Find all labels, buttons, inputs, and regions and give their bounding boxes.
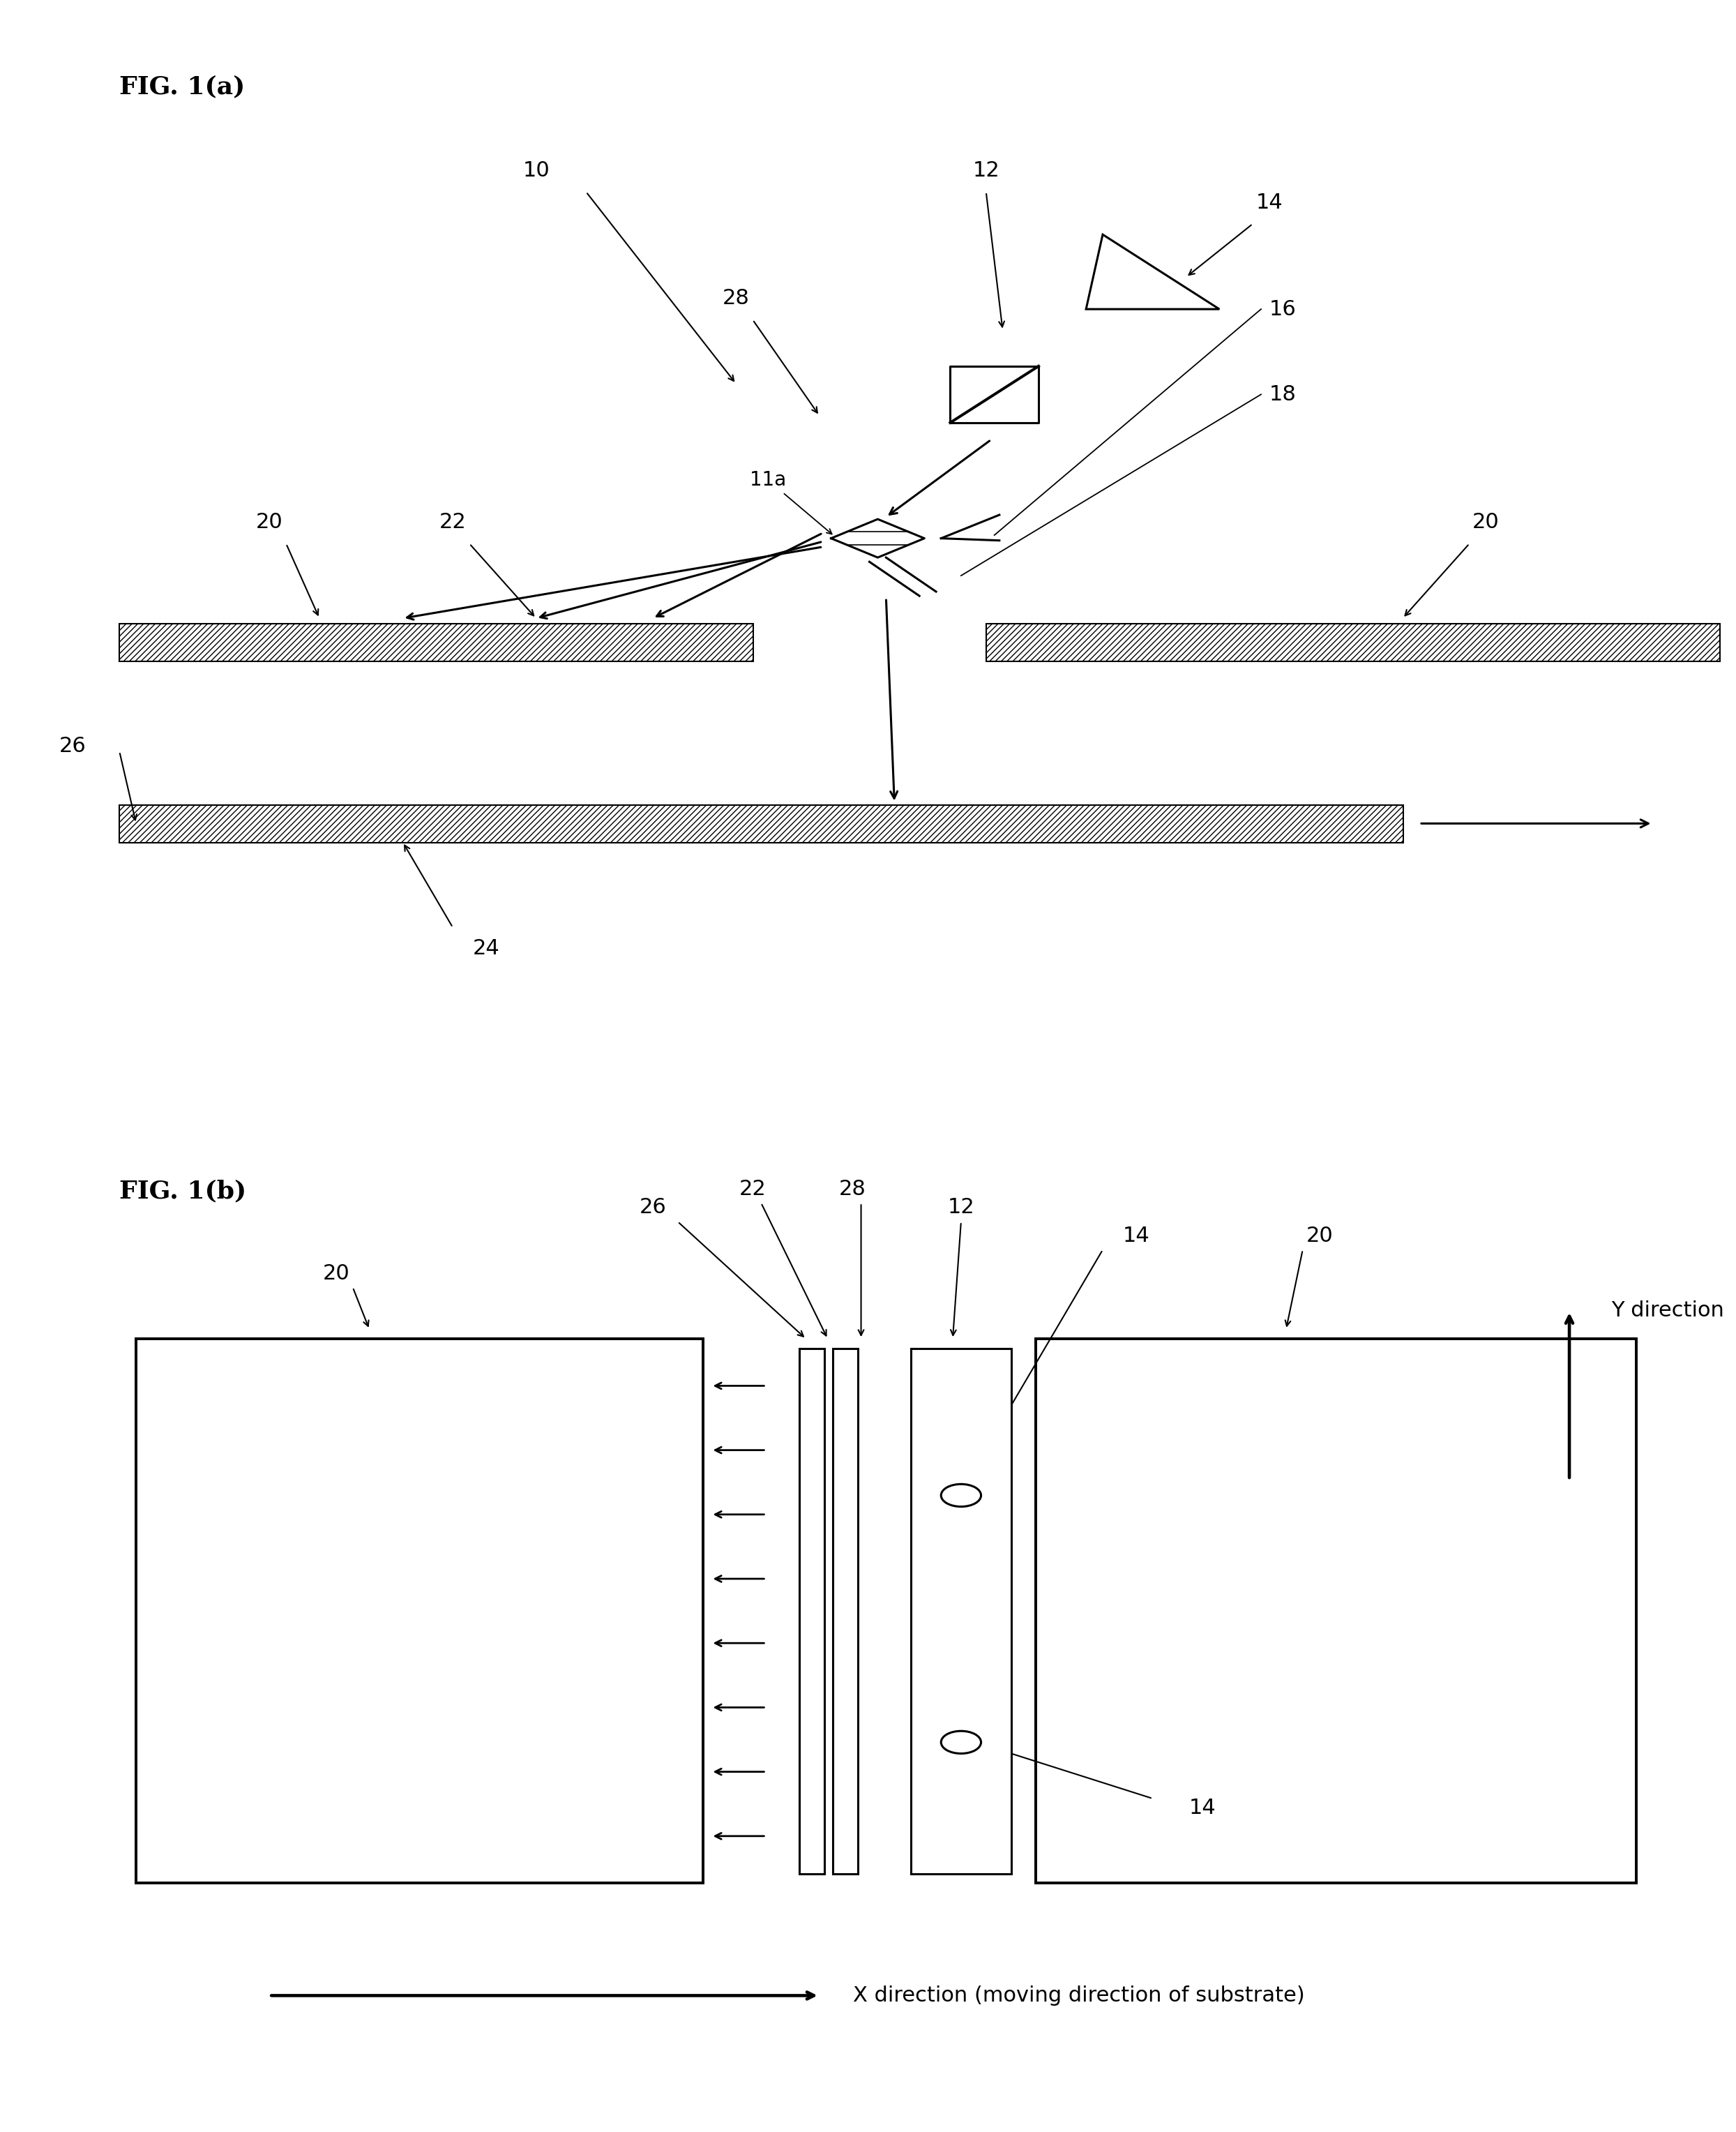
Text: 18: 18: [1269, 384, 1297, 405]
Bar: [120, 623, 753, 661]
Text: 26: 26: [59, 736, 87, 757]
Text: 16: 16: [1269, 298, 1297, 320]
Bar: [833, 1347, 858, 1874]
Bar: [986, 623, 1719, 661]
Bar: [120, 804, 1403, 842]
Text: 20: 20: [1305, 1226, 1333, 1245]
Text: 14: 14: [1189, 1797, 1217, 1819]
Bar: [799, 1347, 825, 1874]
Text: 20: 20: [255, 512, 283, 533]
Text: 22: 22: [439, 512, 467, 533]
Text: 14: 14: [1255, 192, 1283, 213]
Text: 12: 12: [948, 1198, 974, 1217]
Text: 22: 22: [740, 1179, 766, 1198]
Text: 28: 28: [722, 288, 750, 309]
Text: 20: 20: [323, 1262, 349, 1283]
Text: 26: 26: [639, 1198, 667, 1217]
Text: 28: 28: [838, 1179, 866, 1198]
Text: FIG. 1(a): FIG. 1(a): [120, 75, 245, 98]
Text: 14: 14: [1123, 1226, 1149, 1245]
Text: Y direction: Y direction: [1611, 1301, 1724, 1322]
Bar: [135, 1339, 703, 1883]
Text: 11a: 11a: [750, 469, 786, 490]
Text: 12: 12: [972, 160, 1000, 181]
Text: 24: 24: [472, 938, 500, 959]
Text: 10: 10: [523, 160, 550, 181]
Text: 20: 20: [1472, 512, 1500, 533]
Bar: [1036, 1339, 1635, 1883]
Text: X direction (moving direction of substrate): X direction (moving direction of substra…: [852, 1985, 1304, 2006]
Text: FIG. 1(b): FIG. 1(b): [120, 1179, 247, 1202]
Bar: [911, 1347, 1010, 1874]
